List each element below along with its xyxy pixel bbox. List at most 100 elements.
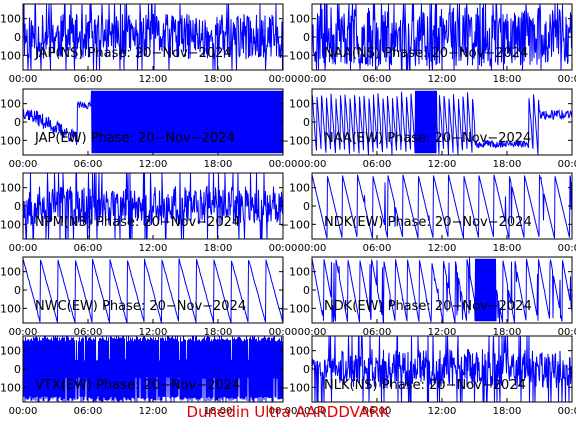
panel-title: NPM(NS) Phase: 20−Nov−2024 (35, 215, 240, 230)
x-tick-label: 12:00 (139, 406, 168, 417)
x-tick-label: 12:00 (139, 159, 168, 170)
phase-trace (312, 90, 572, 155)
chart-panel-4: 100 0 −100 00:00 06:00 12:00 18:00 00:00 NAA(EW)… (280, 88, 576, 170)
y-tick-label: 100 (0, 182, 21, 195)
panel-title: NAA(NS) Phase: 20−Nov−2024 (324, 46, 528, 61)
panel-title: JAP(EW) Phase: 20−Nov−2024 (34, 131, 235, 146)
chart-panel-3: 100 0 −100 00:00 06:00 12:00 18:00 00:00 JAP(EW)… (0, 88, 298, 170)
phase-trace (312, 257, 572, 323)
x-tick-label: 18:00 (204, 406, 233, 417)
y-tick-label: 100 (0, 98, 21, 111)
x-tick-label: 00:00 (558, 406, 576, 417)
x-tick-label: 12:00 (428, 406, 457, 417)
x-tick-label: 12:00 (139, 327, 168, 338)
y-tick-label: 0 (14, 31, 21, 44)
chart-panel-5: 100 0 −100 00:00 06:00 12:00 18:00 00:00 NPM(NS)… (0, 172, 298, 254)
panel-title: NDK(EW) Phase: 20−Nov−2024 (324, 215, 532, 230)
y-tick-label: −100 (280, 302, 310, 315)
x-tick-label: 00:00 (269, 327, 298, 338)
y-tick-label: −100 (280, 218, 310, 231)
x-tick-label: 06:00 (363, 74, 392, 85)
y-tick-label: −100 (280, 381, 310, 394)
y-tick-label: 0 (14, 116, 21, 129)
chart-panel-6: 100 0 −100 00:00 06:00 12:00 18:00 00:00 NDK(EW)… (280, 172, 576, 254)
x-tick-label: 00:00 (9, 159, 38, 170)
y-tick-label: 0 (303, 31, 310, 44)
panel-title: NWC(EW) Phase: 20−Nov−2024 (35, 299, 246, 314)
phase-trace (23, 258, 283, 323)
panel-title: NLK(NS) Phase: 20−Nov−2024 (324, 378, 526, 393)
y-tick-label: 100 (289, 98, 310, 111)
y-tick-label: 0 (14, 200, 21, 213)
x-tick-label: 00:00 (269, 159, 298, 170)
x-tick-label: 18:00 (204, 243, 233, 254)
x-tick-label: 06:00 (363, 406, 392, 417)
panel-title: NAA(EW) Phase: 20−Nov−2024 (324, 131, 531, 146)
y-tick-label: 100 (0, 345, 21, 358)
y-tick-label: 100 (0, 266, 21, 279)
x-tick-label: 00:00 (269, 243, 298, 254)
phase-trace (312, 174, 572, 239)
y-tick-label: −100 (0, 49, 21, 62)
x-tick-label: 12:00 (428, 74, 457, 85)
x-tick-label: 06:00 (74, 327, 103, 338)
y-tick-label: −100 (0, 134, 21, 147)
x-tick-label: 00:00 (9, 74, 38, 85)
x-tick-label: 18:00 (204, 159, 233, 170)
footer-credit: Dunedin Ultra AARDDVARK (186, 403, 390, 421)
x-tick-label: 06:00 (74, 74, 103, 85)
panel-title: JAP(NS) Phase: 20−Nov−2024 (34, 46, 232, 61)
chart-panel-9: 100 0 −100 00:00 06:00 12:00 18:00 00:00 VTX(EW)… (0, 335, 298, 417)
x-tick-label: 06:00 (74, 243, 103, 254)
y-tick-label: −100 (280, 134, 310, 147)
x-tick-label: 12:00 (428, 243, 457, 254)
x-tick-label: 12:00 (428, 327, 457, 338)
x-tick-label: 18:00 (204, 74, 233, 85)
y-tick-label: 100 (289, 266, 310, 279)
x-tick-label: 18:00 (493, 243, 522, 254)
panel-title: NDK(EW) Phase: 20−Nov−2024 (324, 299, 532, 314)
x-tick-label: 18:00 (493, 327, 522, 338)
x-tick-label: 06:00 (363, 159, 392, 170)
x-tick-label: 06:00 (74, 159, 103, 170)
y-tick-label: −100 (0, 381, 21, 394)
x-tick-label: 00:00 (9, 327, 38, 338)
phase-trace (312, 4, 572, 70)
y-tick-label: 0 (303, 284, 310, 297)
x-tick-label: 00:00 (298, 74, 327, 85)
y-tick-label: −100 (0, 218, 21, 231)
x-tick-label: 12:00 (139, 74, 168, 85)
x-tick-label: 12:00 (139, 243, 168, 254)
chart-panel-8: 100 0 −100 00:00 06:00 12:00 18:00 00:00 NDK(EW)… (280, 256, 576, 338)
phase-trace (312, 336, 572, 402)
y-tick-label: −100 (0, 302, 21, 315)
x-tick-label: 00:00 (558, 74, 576, 85)
y-tick-label: 100 (289, 182, 310, 195)
y-tick-label: 0 (303, 200, 310, 213)
y-tick-label: 100 (289, 13, 310, 26)
x-tick-label: 00:00 (558, 159, 576, 170)
y-tick-label: 0 (14, 363, 21, 376)
x-tick-label: 00:00 (298, 243, 327, 254)
x-tick-label: 00:00 (269, 74, 298, 85)
x-tick-label: 00:00 (298, 327, 327, 338)
x-tick-label: 00:00 (558, 327, 576, 338)
x-tick-label: 06:00 (363, 327, 392, 338)
x-tick-label: 18:00 (493, 74, 522, 85)
x-tick-label: 00:00 (269, 406, 298, 417)
panel-title: VTX(EW) Phase: 20−Nov−2024 (35, 378, 240, 393)
x-tick-label: 00:00 (558, 243, 576, 254)
chart-panel-2: 100 0 −100 00:00 06:00 12:00 18:00 00:00 NAA(NS)… (280, 3, 576, 85)
y-tick-label: 0 (303, 116, 310, 129)
x-tick-label: 06:00 (363, 243, 392, 254)
y-tick-label: 0 (303, 363, 310, 376)
x-tick-label: 00:00 (298, 159, 327, 170)
x-tick-label: 00:00 (298, 406, 327, 417)
x-tick-label: 00:00 (9, 406, 38, 417)
x-tick-label: 18:00 (493, 159, 522, 170)
y-tick-label: 0 (14, 284, 21, 297)
x-tick-label: 12:00 (428, 159, 457, 170)
y-tick-label: 100 (289, 345, 310, 358)
x-tick-label: 18:00 (204, 327, 233, 338)
